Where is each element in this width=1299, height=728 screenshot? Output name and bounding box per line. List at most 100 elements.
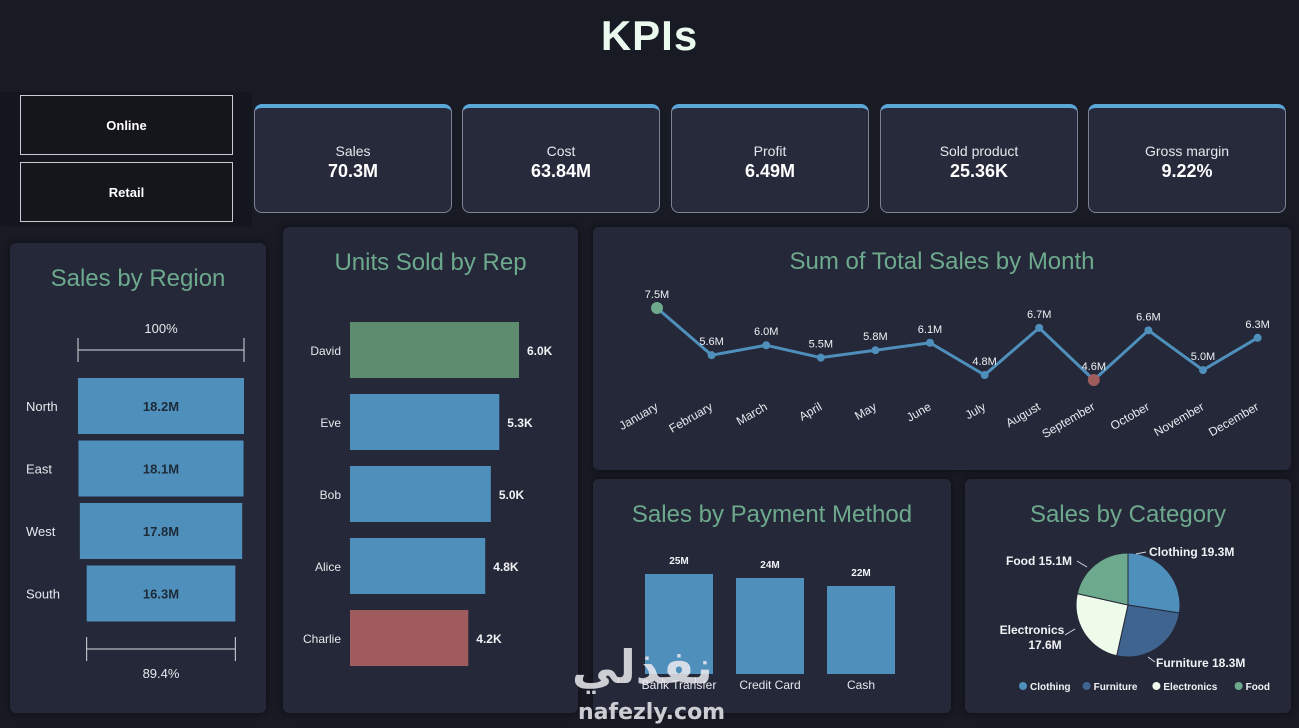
sales-by-region-panel: Sales by Region 100% 18.2M North 18.1M East 1… xyxy=(10,243,266,713)
month-data-label: 6.0M xyxy=(754,326,778,338)
payment-bar xyxy=(827,586,895,674)
month-data-label: 4.8M xyxy=(972,356,996,368)
kpi-label: Profit xyxy=(753,143,787,159)
region-bar xyxy=(78,378,244,434)
month-tick-label: December xyxy=(1206,399,1261,439)
chart-title: Sum of Total Sales by Month xyxy=(789,248,1095,275)
kpi-label: Gross margin xyxy=(1144,143,1230,159)
slicer-online-button[interactable]: Online xyxy=(20,95,233,155)
month-data-label: 6.1M xyxy=(918,324,942,336)
sales-by-category-chart: Clothing 19.3M Furniture 18.3M Electronics… xyxy=(1000,545,1270,693)
kpi-card-gross-margin: Gross margin 9.22% xyxy=(1088,104,1286,213)
rep-category-label: David xyxy=(310,344,341,358)
month-data-label: 7.5M xyxy=(645,289,669,301)
kpi-value: 9.22% xyxy=(1161,161,1213,181)
category-slice-label: Food 15.1M xyxy=(1006,554,1072,568)
month-point xyxy=(707,351,716,360)
kpi-card-sold-product: Sold product 25.36K xyxy=(880,104,1078,213)
month-point xyxy=(871,346,880,355)
rep-category-label: Eve xyxy=(320,416,341,430)
category-slice-label: Furniture 18.3M xyxy=(1156,656,1245,670)
category-slice xyxy=(1075,592,1129,657)
rep-category-label: Bob xyxy=(320,488,342,502)
payment-category-label: Cash xyxy=(847,678,875,692)
kpi-value: 6.49M xyxy=(744,161,796,181)
rep-value-label: 4.2K xyxy=(476,632,502,646)
sales-by-month-panel: Sum of Total Sales by Month 7.5M January 5… xyxy=(593,227,1291,470)
payment-bar xyxy=(736,578,804,674)
month-series-line xyxy=(656,306,1259,383)
payment-value-label: 24M xyxy=(760,560,779,571)
kpi-value: 25.36K xyxy=(949,161,1009,181)
month-data-label: 5.5M xyxy=(809,339,833,351)
month-tick-label: October xyxy=(1108,399,1152,432)
units-sold-by-rep-chart: 6.0K David 5.3K Eve 5.0K Bob 4.8K Alice 4.2K Char… xyxy=(303,322,553,666)
slicer-retail-button[interactable]: Retail xyxy=(20,162,233,222)
category-leader-line xyxy=(1076,560,1088,568)
payment-value-label: 25M xyxy=(669,556,688,567)
month-data-label: 5.0M xyxy=(1191,351,1215,363)
rep-value-label: 4.8K xyxy=(493,560,519,574)
month-point xyxy=(1087,374,1100,386)
region-bar xyxy=(78,440,244,497)
kpi-card-profit: Profit 6.49M xyxy=(671,104,869,213)
region-category-label: West xyxy=(26,524,56,539)
region-category-label: East xyxy=(26,462,52,477)
category-slice-label: 17.6M xyxy=(1028,638,1061,652)
kpi-value: 70.3M xyxy=(327,161,379,181)
month-tick-label: April xyxy=(797,399,825,423)
month-point xyxy=(762,341,771,350)
category-leader-line xyxy=(1064,628,1076,636)
month-data-label: 6.3M xyxy=(1245,319,1269,331)
chart-title: Sales by Region xyxy=(50,265,226,292)
sales-by-payment-chart: 25M Bank Transfer 24M Credit Card 22M Cash xyxy=(642,556,895,692)
month-data-label: 5.8M xyxy=(863,331,887,343)
category-slice xyxy=(1076,552,1129,606)
category-slice-label: Clothing 19.3M xyxy=(1149,545,1234,559)
region-bar-label: 17.8M xyxy=(143,524,179,539)
watermark-latin: nafezly.com xyxy=(578,700,726,725)
month-data-label: 4.6M xyxy=(1082,361,1106,373)
month-point xyxy=(1253,333,1262,342)
rep-value-label: 5.0K xyxy=(499,488,525,502)
chart-title: Sales by Category xyxy=(1029,501,1227,528)
month-tick-label: March xyxy=(734,399,770,428)
month-tick-label: July xyxy=(963,399,988,422)
category-leader-line xyxy=(1135,551,1147,555)
region-bar-label: 18.1M xyxy=(143,462,179,477)
chart-title: Units Sold by Rep xyxy=(334,249,527,276)
sales-by-payment-panel: Sales by Payment Method 25M Bank Transfer… xyxy=(593,479,951,713)
month-tick-label: November xyxy=(1152,399,1207,439)
rep-value-label: 5.3K xyxy=(507,416,533,430)
kpi-label: Cost xyxy=(546,143,576,159)
rep-category-label: Charlie xyxy=(303,632,341,646)
region-top-annotation: 100% xyxy=(144,321,178,336)
payment-bar xyxy=(645,574,713,674)
kpi-card-sales: Sales 70.3M xyxy=(254,104,452,213)
units-sold-by-rep-panel: Units Sold by Rep 6.0K David 5.3K Eve 5.0K Bo… xyxy=(283,227,578,713)
month-point xyxy=(1199,366,1207,375)
category-slice xyxy=(1116,604,1180,658)
sales-by-region-chart: 100% 18.2M North 18.1M East 17.8M West 16.3M Sou… xyxy=(26,321,245,681)
month-data-label: 6.7M xyxy=(1027,309,1051,321)
rep-value-label: 6.0K xyxy=(527,344,553,358)
sales-by-month-chart: 7.5M January 5.6M February 6.0M March 5.5M Apri… xyxy=(617,289,1270,441)
channel-slicer: Online Retail xyxy=(0,92,252,226)
watermark-arabic: نفذلي xyxy=(572,640,713,694)
rep-category-label: Alice xyxy=(315,560,341,574)
kpi-label: Sold product xyxy=(939,143,1019,159)
month-tick-label: September xyxy=(1039,399,1097,440)
legend-label: Clothing xyxy=(1030,682,1071,693)
month-data-label: 6.6M xyxy=(1136,311,1160,323)
legend-marker xyxy=(1082,682,1091,690)
region-bar-label: 16.3M xyxy=(143,587,179,602)
month-point xyxy=(980,371,989,380)
month-tick-label: February xyxy=(667,399,716,435)
kpi-value: 63.84M xyxy=(530,161,592,181)
legend-label: Furniture xyxy=(1094,682,1138,693)
payment-category-label: Credit Card xyxy=(739,678,800,692)
legend-label: Food xyxy=(1246,682,1270,693)
kpi-label: Sales xyxy=(335,143,371,159)
payment-value-label: 22M xyxy=(851,568,870,579)
legend-label: Electronics xyxy=(1163,682,1217,693)
